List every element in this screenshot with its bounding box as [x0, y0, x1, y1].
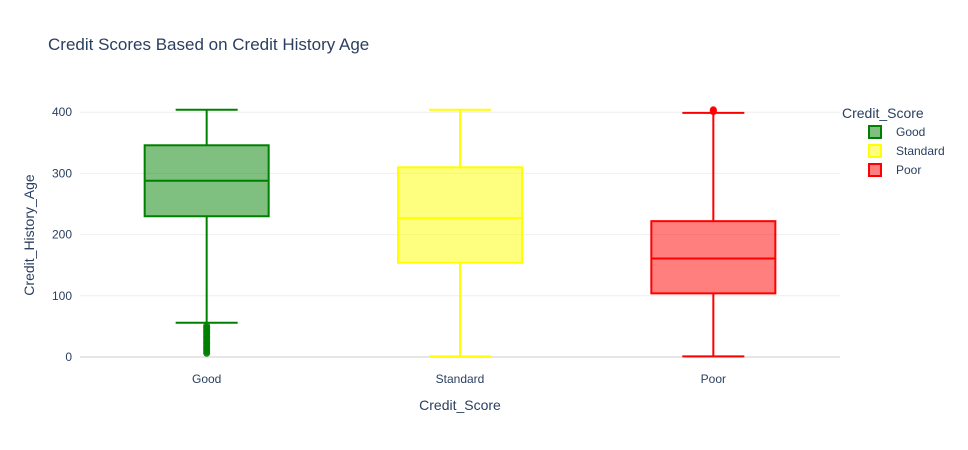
iqr-box	[650, 220, 777, 295]
outlier-point	[709, 106, 717, 114]
x-tick-label: Standard	[436, 372, 485, 386]
y-tick-label: 100	[52, 289, 72, 303]
box-poor[interactable]	[650, 106, 777, 358]
legend-swatch	[868, 144, 882, 158]
x-tick-label: Poor	[701, 372, 726, 386]
legend-swatch	[868, 125, 882, 139]
y-tick-label: 400	[52, 105, 72, 119]
y-tick-label: 0	[65, 350, 72, 364]
x-tick-label: Good	[192, 372, 221, 386]
legend-title: Credit_Score	[842, 105, 924, 121]
box-standard[interactable]	[397, 108, 523, 358]
y-axis-title: Credit_History_Age	[21, 174, 37, 296]
plot-area	[143, 106, 777, 358]
y-axis-ticks: 0 100 200 300 400	[52, 105, 72, 364]
y-tick-label: 200	[52, 228, 72, 242]
x-axis-title: Credit_Score	[419, 397, 501, 413]
legend-item-standard[interactable]: Standard	[868, 144, 945, 158]
legend-label: Good	[896, 125, 925, 139]
legend[interactable]: Credit_Score Good Standard Poor	[842, 105, 945, 177]
box-good[interactable]	[143, 108, 270, 357]
outlier-point	[203, 322, 211, 330]
chart-title: Credit Scores Based on Credit History Ag…	[48, 35, 369, 54]
y-tick-label: 300	[52, 166, 72, 180]
legend-label: Poor	[896, 163, 921, 177]
x-axis-ticks: Good Standard Poor	[192, 372, 726, 386]
legend-item-good[interactable]: Good	[868, 125, 925, 139]
legend-item-poor[interactable]: Poor	[868, 163, 921, 177]
legend-swatch	[868, 163, 882, 177]
iqr-box	[397, 166, 523, 264]
legend-label: Standard	[896, 144, 945, 158]
